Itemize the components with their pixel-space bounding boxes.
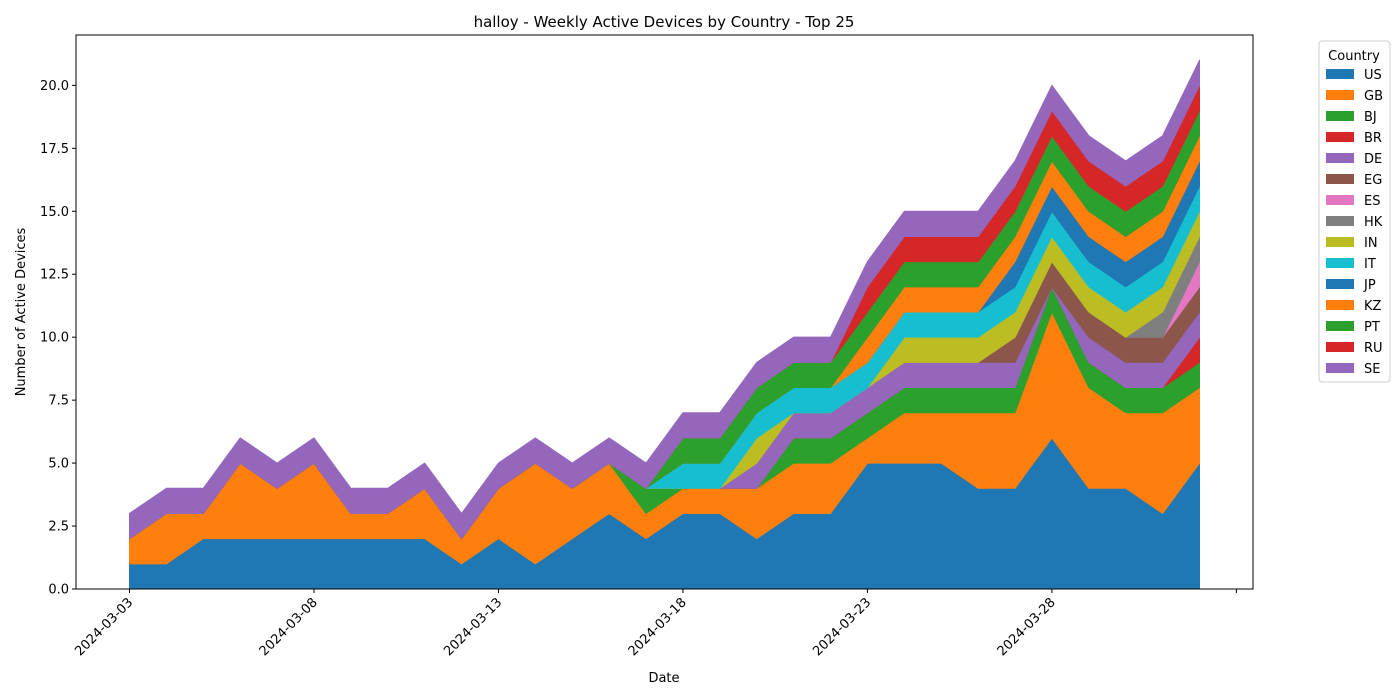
area-series-group <box>129 59 1200 590</box>
legend-label-bj: BJ <box>1364 110 1377 125</box>
y-tick-label: 2.5 <box>48 520 69 535</box>
legend-swatch-eg <box>1326 174 1354 184</box>
legend-swatch-gb <box>1326 90 1354 100</box>
legend-label-br: BR <box>1364 131 1382 146</box>
legend-items: US GB BJ BR DE EG ES HK IN IT JP KZ PT RU SE <box>1326 68 1383 377</box>
legend-swatch-us <box>1326 69 1354 79</box>
legend: Country US GB BJ BR DE EG ES HK IN IT JP KZ PT RU SE <box>1318 40 1391 383</box>
legend-swatch-jp <box>1326 279 1354 289</box>
y-axis-ticks: 0.0 2.5 5.0 7.5 10.0 12.5 15.0 17.5 20.0 <box>40 79 76 598</box>
legend-label-eg: EG <box>1364 173 1382 188</box>
y-tick-label: 15.0 <box>40 205 69 220</box>
legend-swatch-kz <box>1326 300 1354 310</box>
legend-title: Country <box>1328 49 1380 64</box>
legend-swatch-br <box>1326 132 1354 142</box>
y-tick-label: 20.0 <box>40 79 69 94</box>
y-tick-label: 0.0 <box>48 583 69 598</box>
legend-swatch-it <box>1326 258 1354 268</box>
legend-swatch-pt <box>1326 321 1354 331</box>
legend-label-jp: JP <box>1363 278 1376 293</box>
legend-swatch-in <box>1326 237 1354 247</box>
legend-swatch-de <box>1326 153 1354 163</box>
legend-swatch-es <box>1326 195 1354 205</box>
legend-label-kz: KZ <box>1364 299 1382 314</box>
legend-label-ru: RU <box>1364 341 1383 356</box>
x-axis-label: Date <box>648 671 679 686</box>
legend-label-hk: HK <box>1364 215 1383 230</box>
legend-label-pt: PT <box>1364 320 1380 335</box>
y-tick-label: 10.0 <box>40 331 69 346</box>
legend-swatch-se <box>1326 363 1354 373</box>
y-tick-label: 17.5 <box>40 142 69 157</box>
legend-box <box>1318 40 1391 383</box>
chart-title: halloy - Weekly Active Devices by Countr… <box>474 13 855 31</box>
legend-label-de: DE <box>1364 152 1382 167</box>
legend-swatch-ru <box>1326 342 1354 352</box>
y-tick-label: 5.0 <box>48 457 69 472</box>
y-tick-label: 12.5 <box>40 268 69 283</box>
legend-label-it: IT <box>1364 257 1376 272</box>
plot-frame <box>75 34 1254 590</box>
y-axis-label: Number of Active Devices <box>14 227 29 396</box>
y-tick-label: 7.5 <box>48 394 69 409</box>
legend-label-in: IN <box>1364 236 1378 251</box>
legend-swatch-bj <box>1326 111 1354 121</box>
area-se <box>129 59 1200 540</box>
legend-label-se: SE <box>1364 362 1380 377</box>
legend-swatch-hk <box>1326 216 1354 226</box>
legend-label-gb: GB <box>1364 89 1383 104</box>
legend-label-es: ES <box>1364 194 1380 209</box>
legend-label-us: US <box>1364 68 1382 83</box>
